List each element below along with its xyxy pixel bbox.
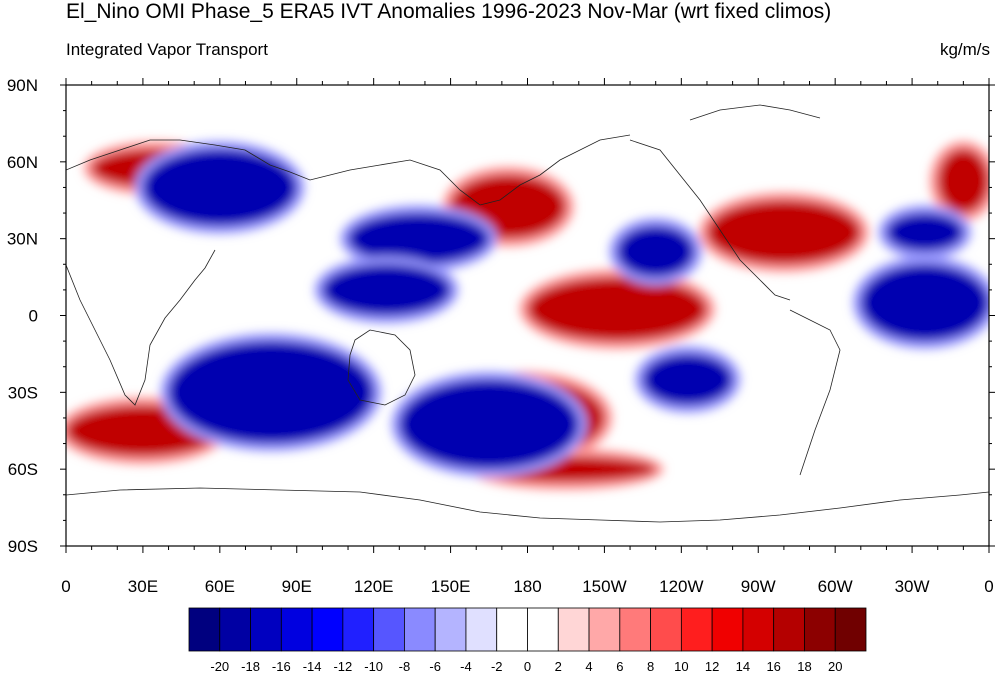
colorbar-swatch [188, 607, 221, 652]
colorbar-label: 0 [524, 659, 531, 674]
lon-label: 30E [128, 577, 158, 596]
colorbar-label: 10 [674, 659, 688, 674]
lon-label: 90W [741, 577, 776, 596]
anomaly-region-11 [142, 149, 297, 226]
coast-australia [347, 329, 416, 406]
coast-antarctica [66, 487, 989, 523]
lon-label: 60E [205, 577, 235, 596]
lon-label: 120E [354, 577, 394, 596]
lon-label: 180 [513, 577, 541, 596]
anomaly-region-13 [617, 225, 695, 278]
lat-label: 60S [8, 460, 38, 479]
anomaly-region-14 [860, 264, 989, 342]
lat-label: 30N [7, 230, 38, 249]
lon-label: 0 [984, 577, 993, 596]
colorbar-label: 12 [705, 659, 719, 674]
colorbar-swatch [804, 607, 836, 652]
colorbar-swatch [404, 607, 436, 652]
anomaly-field [66, 141, 989, 490]
anomaly-region-3 [706, 200, 861, 265]
colorbar-label: 6 [616, 659, 623, 674]
colorbar-label: -8 [399, 659, 411, 674]
colorbar-label: 18 [797, 659, 811, 674]
coast-eurasia [66, 134, 631, 206]
lon-label: 120W [659, 577, 703, 596]
coast-north-america [629, 139, 791, 301]
colorbar-label: -4 [460, 659, 472, 674]
lat-label: 60N [7, 153, 38, 172]
colorbar-swatch [373, 607, 405, 652]
colorbar-swatch [619, 607, 651, 652]
lat-axis: 90N 60N 30N 0 30S 60S 90S [7, 76, 38, 556]
colorbar-label: 4 [585, 659, 592, 674]
colorbar-swatch [219, 607, 251, 652]
colorbar-label: 16 [766, 659, 780, 674]
coastlines [66, 104, 989, 523]
lon-label: 60W [818, 577, 853, 596]
axis-ticks [60, 78, 995, 553]
colorbar-label: 2 [555, 659, 562, 674]
anomaly-region-8 [937, 149, 989, 214]
colorbar-swatch [680, 607, 713, 652]
lon-label: 0 [61, 577, 70, 596]
colorbar: -20 -18 -16 -14 -12 -10 -8 -6 -4 -2 0 2 4 6 8 10 12 14 16 1… [188, 607, 867, 674]
coast-africa [66, 249, 216, 406]
colorbar-swatch [742, 607, 775, 652]
lon-label: 150E [431, 577, 471, 596]
coast-south-america [789, 309, 841, 476]
colorbar-swatch [250, 607, 282, 652]
colorbar-swatch [588, 607, 621, 652]
anomaly-region-9 [168, 341, 374, 444]
lon-axis: 0 30E 60E 90E 120E 150E 180 150W 120W 90W 60W 30W 0 [61, 577, 993, 596]
colorbar-label: -2 [491, 659, 503, 674]
colorbar-swatch [557, 607, 590, 652]
colorbar-label: -6 [429, 659, 441, 674]
colorbar-swatch [711, 607, 744, 652]
lon-label: 30W [895, 577, 930, 596]
colorbar-swatch [465, 607, 498, 652]
colorbar-label: -10 [364, 659, 383, 674]
lon-label: 90E [282, 577, 312, 596]
colorbar-label: 20 [828, 659, 842, 674]
lon-label: 150W [582, 577, 626, 596]
colorbar-swatch [342, 607, 375, 652]
colorbar-label: -12 [333, 659, 352, 674]
anomaly-region-17 [886, 213, 964, 252]
anomaly-region-15 [322, 264, 451, 316]
colorbar-swatch [434, 607, 467, 652]
colorbar-swatch [496, 607, 528, 652]
lat-label: 90S [8, 537, 38, 556]
anomaly-region-10 [399, 379, 579, 470]
colorbar-label: -18 [241, 659, 260, 674]
anomaly-region-12 [348, 213, 490, 265]
lat-label: 0 [29, 307, 38, 326]
variable-label: Integrated Vapor Transport [66, 40, 268, 59]
colorbar-swatch [527, 607, 559, 652]
anomaly-region-0 [527, 277, 707, 342]
colorbar-label: 14 [736, 659, 750, 674]
colorbar-swatch [311, 607, 344, 652]
anomaly-region-16 [642, 353, 733, 406]
colorbar-label: -14 [303, 659, 322, 674]
colorbar-swatch [773, 607, 805, 652]
colorbar-swatch [650, 607, 682, 652]
chart-title: El_Nino OMI Phase_5 ERA5 IVT Anomalies 1… [66, 0, 832, 23]
colorbar-label: -20 [210, 659, 229, 674]
lat-label: 30S [8, 383, 38, 402]
lat-label: 90N [7, 76, 38, 95]
coast-greenland [689, 104, 821, 121]
colorbar-label: -16 [272, 659, 291, 674]
colorbar-label: 8 [647, 659, 654, 674]
colorbar-swatch [280, 607, 313, 652]
colorbar-swatch [834, 607, 867, 652]
units-label: kg/m/s [939, 40, 990, 59]
